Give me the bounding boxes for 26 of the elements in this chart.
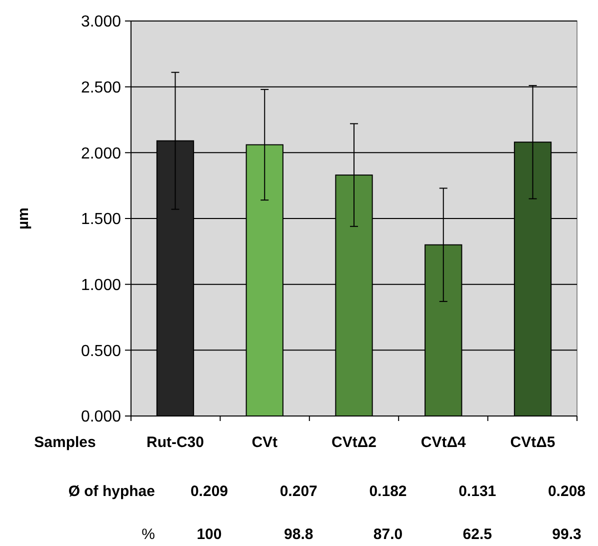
x-tick-label: CVtΔ5 [510, 434, 556, 451]
text: Ø of hyphae [68, 483, 155, 500]
text: 100 [196, 526, 222, 543]
y-tick-label: 1.500 [80, 211, 122, 228]
y-tick-label: 0.500 [80, 342, 122, 360]
x-tick-label: CVtΔ2 [332, 434, 376, 451]
text: 0.182 [369, 483, 407, 500]
x-tick-label: Rut-C30 [146, 434, 204, 451]
y-tick-label: 0.000 [80, 408, 122, 426]
text: 98.8 [284, 526, 314, 543]
x-axis-title: Samples [34, 434, 96, 451]
x-tick-label: CVtΔ4 [420, 434, 467, 451]
y-tick-label: 2.500 [80, 79, 122, 96]
text: 0.208 [548, 483, 586, 500]
y-tick-label: 3.000 [80, 14, 122, 31]
y-axis-title: µm [15, 208, 32, 230]
x-tick-label: CVt [252, 434, 278, 451]
text: 87.0 [373, 526, 403, 543]
text: 0.209 [190, 483, 228, 500]
y-tick-label: 2.000 [80, 145, 122, 162]
text: 0.131 [458, 483, 496, 500]
y-tick-label: 1.000 [80, 276, 122, 294]
text: 99.3 [552, 526, 582, 543]
text: 0.207 [280, 483, 318, 500]
text: % [142, 526, 155, 543]
text: 62.5 [462, 526, 492, 543]
